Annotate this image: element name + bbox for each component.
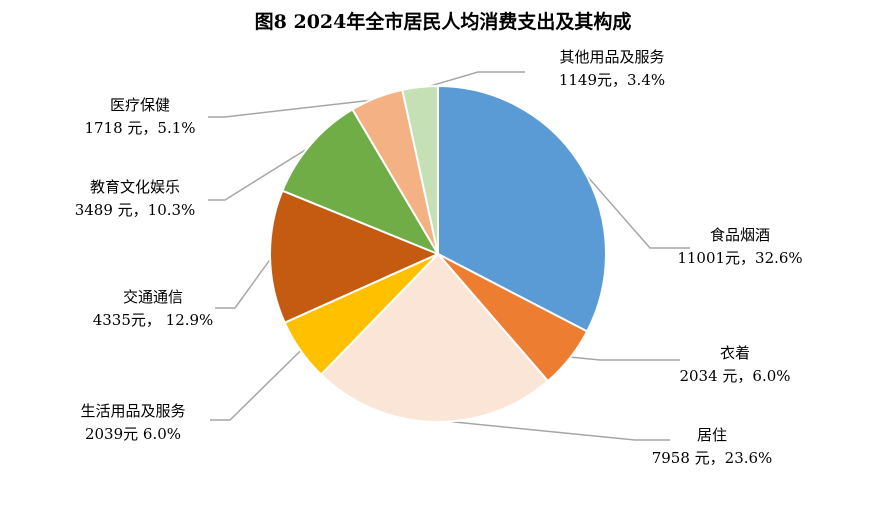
leader-line-2: [568, 356, 680, 361]
slice-name-label: 医疗保健: [110, 96, 170, 114]
pie-slice-5: [269, 189, 441, 324]
leader-line-6: [208, 144, 313, 201]
pie-slice-3: [319, 252, 550, 423]
slice-value-label: 4335元， 12.9%: [93, 311, 214, 329]
slice-name-label: 食品烟酒: [710, 226, 770, 244]
slice-name-label: 居住: [697, 426, 727, 444]
leader-line-4: [210, 348, 303, 421]
leader-line-5: [215, 256, 273, 309]
slice-value-label: 11001元，32.6%: [677, 249, 802, 267]
slice-name-label: 衣着: [720, 344, 750, 362]
slice-value-label: 1718 元，5.1%: [84, 119, 195, 137]
pie-slice-8: [401, 84, 439, 255]
chart-title: 图8 2024年全市居民人均消费支出及其构成: [255, 10, 632, 33]
pie-slice-1: [437, 84, 607, 333]
slice-value-label: 7958 元，23.6%: [652, 449, 773, 467]
slice-name-label: 交通通信: [123, 288, 183, 306]
slice-value-label: 2039元 6.0%: [85, 425, 181, 443]
slice-name-label: 其他用品及服务: [559, 48, 664, 66]
slice-labels: 食品烟酒 11001元，32.6% 衣着 2034 元，6.0% 居住 7958 元，23…: [75, 48, 803, 467]
leader-line-8: [420, 71, 525, 90]
leader-line-7: [208, 98, 378, 118]
leader-line-3: [433, 419, 670, 441]
slice-value-label: 1149元，3.4%: [559, 71, 665, 89]
slice-name-label: 教育文化娱乐: [90, 178, 180, 196]
slice-value-label: 3489 元，10.3%: [75, 201, 196, 219]
pie-slices: [269, 84, 607, 423]
slice-name-label: 生活用品及服务: [80, 402, 185, 420]
pie-slice-6: [281, 108, 441, 257]
leader-lines: [208, 71, 690, 441]
slice-value-label: 2034 元，6.0%: [679, 367, 790, 385]
leader-line-1: [579, 167, 690, 249]
